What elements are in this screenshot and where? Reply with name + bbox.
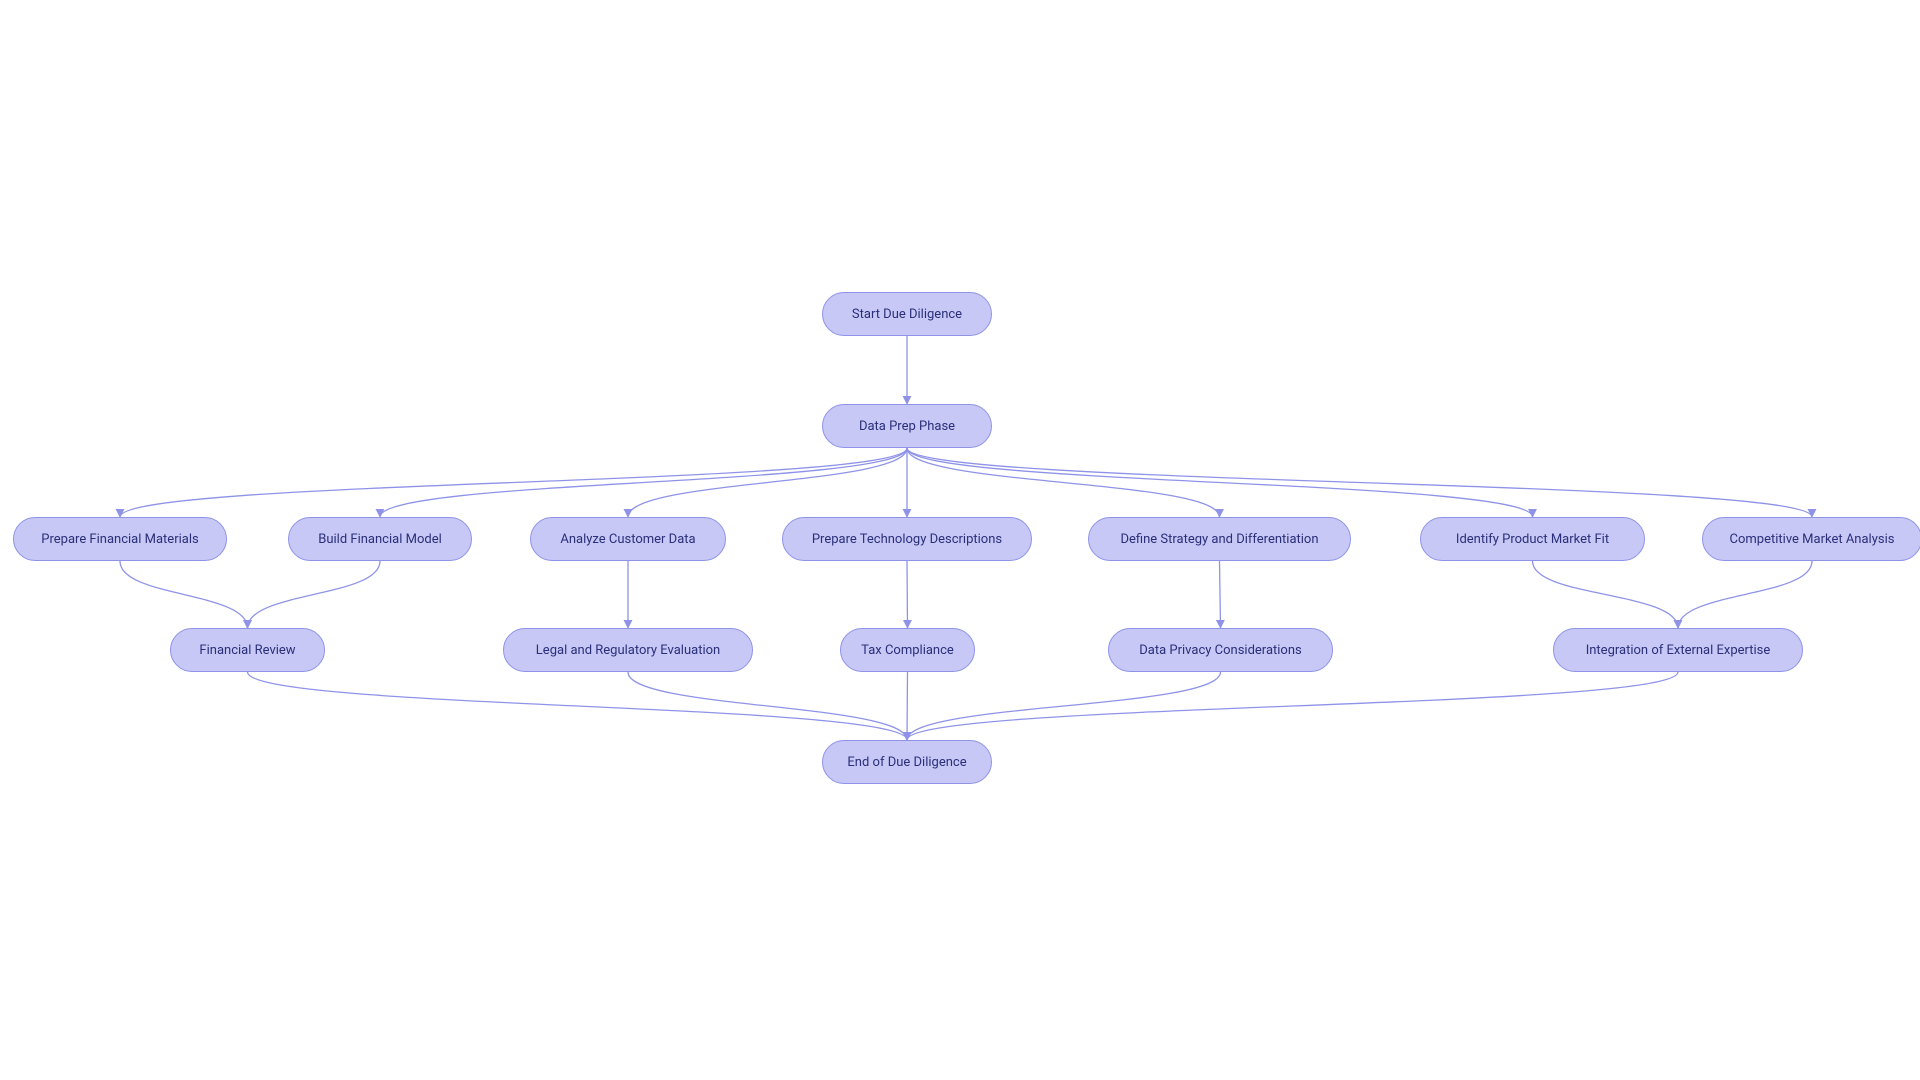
- node-ext: Integration of External Expertise: [1553, 628, 1803, 672]
- node-fin_rev: Financial Review: [170, 628, 325, 672]
- edge: [120, 561, 248, 628]
- node-label: Financial Review: [199, 643, 295, 658]
- edge: [907, 672, 1678, 740]
- node-prep: Data Prep Phase: [822, 404, 992, 448]
- node-pmf: Identify Product Market Fit: [1420, 517, 1645, 561]
- node-label: Data Prep Phase: [859, 419, 955, 434]
- node-privacy: Data Privacy Considerations: [1108, 628, 1333, 672]
- flowchart-canvas: Start Due Diligence Data Prep Phase Prepar…: [0, 0, 1920, 1080]
- node-label: Legal and Regulatory Evaluation: [536, 643, 720, 658]
- node-strat: Define Strategy and Differentiation: [1088, 517, 1351, 561]
- edge: [1533, 561, 1679, 628]
- node-comp: Competitive Market Analysis: [1702, 517, 1920, 561]
- node-tech: Prepare Technology Descriptions: [782, 517, 1032, 561]
- edge: [907, 672, 1221, 740]
- node-label: End of Due Diligence: [847, 755, 966, 770]
- edge: [628, 672, 907, 740]
- node-label: Start Due Diligence: [852, 307, 962, 322]
- edge: [907, 561, 908, 628]
- edge: [907, 672, 908, 740]
- node-cust: Analyze Customer Data: [530, 517, 726, 561]
- edge: [628, 448, 907, 517]
- node-start: Start Due Diligence: [822, 292, 992, 336]
- node-label: Prepare Technology Descriptions: [812, 532, 1002, 547]
- node-end: End of Due Diligence: [822, 740, 992, 784]
- node-label: Tax Compliance: [861, 643, 954, 658]
- edge: [1220, 561, 1221, 628]
- edge: [907, 448, 1220, 517]
- node-label: Build Financial Model: [318, 532, 442, 547]
- node-label: Prepare Financial Materials: [41, 532, 198, 547]
- node-label: Analyze Customer Data: [560, 532, 695, 547]
- node-fin_mod: Build Financial Model: [288, 517, 472, 561]
- node-label: Identify Product Market Fit: [1456, 532, 1609, 547]
- edge: [1678, 561, 1812, 628]
- edge: [120, 448, 907, 517]
- edge: [380, 448, 907, 517]
- edge: [907, 448, 1533, 517]
- node-fin_mat: Prepare Financial Materials: [13, 517, 227, 561]
- node-tax: Tax Compliance: [840, 628, 975, 672]
- edge: [907, 448, 1812, 517]
- node-label: Competitive Market Analysis: [1730, 532, 1895, 547]
- node-legal: Legal and Regulatory Evaluation: [503, 628, 753, 672]
- edge: [248, 561, 381, 628]
- node-label: Integration of External Expertise: [1586, 643, 1771, 658]
- node-label: Data Privacy Considerations: [1139, 643, 1301, 658]
- edge: [248, 672, 908, 740]
- node-label: Define Strategy and Differentiation: [1120, 532, 1318, 547]
